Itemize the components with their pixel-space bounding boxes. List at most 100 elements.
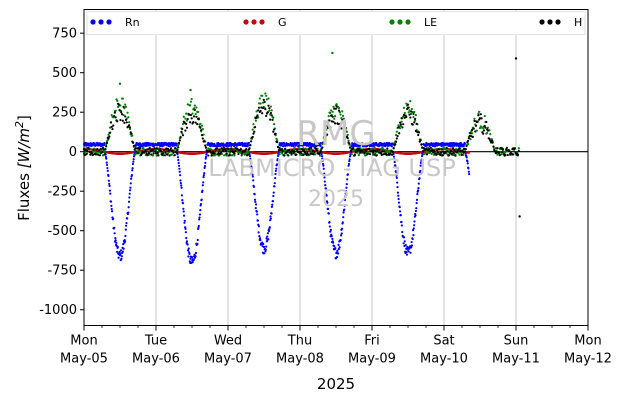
point-LE (402, 106, 406, 109)
point-H (130, 132, 133, 135)
point-H (341, 121, 345, 124)
point-Rn (132, 155, 136, 158)
point-LE (467, 143, 470, 146)
point-Rn (160, 141, 163, 145)
y-tick-label: 500 (52, 66, 77, 81)
point-H (406, 107, 409, 110)
point-Rn (395, 171, 398, 174)
point-H (162, 148, 166, 152)
point-LE (259, 102, 262, 105)
point-Rn (274, 172, 277, 176)
point-Rn (131, 167, 134, 170)
point-H (207, 154, 210, 157)
point-H (410, 110, 413, 113)
point-H (89, 153, 92, 156)
point-Rn (344, 195, 347, 198)
point-Rn (188, 252, 191, 255)
point-Rn (185, 236, 188, 240)
point-Rn (201, 189, 204, 192)
point-H (276, 141, 279, 144)
point-Rn (337, 252, 340, 255)
point-LE (326, 124, 329, 128)
point-Rn (339, 234, 343, 237)
point-Rn (418, 177, 421, 180)
point-H (354, 151, 357, 154)
point-H (312, 153, 315, 156)
y-tick-label: -500 (47, 224, 77, 239)
point-Rn (129, 182, 132, 185)
point-Rn (324, 184, 327, 187)
point-H (272, 130, 275, 133)
point-H (109, 121, 113, 124)
point-Rn (177, 164, 181, 167)
point-H (159, 150, 162, 153)
point-LE (194, 112, 197, 116)
point-H (147, 148, 150, 151)
x-tick-date: May-11 (492, 352, 540, 367)
point-H (440, 148, 444, 151)
point-H (451, 147, 455, 150)
point-Rn (132, 158, 135, 161)
point-Rn (201, 184, 204, 187)
point-LE (199, 122, 202, 125)
point-LE (330, 109, 333, 112)
point-Rn (414, 209, 418, 213)
point-H (474, 130, 477, 133)
point-Rn (275, 163, 279, 166)
point-Rn (180, 186, 183, 189)
point-Rn (265, 245, 268, 248)
point-Rn (187, 247, 190, 250)
point-LE (258, 97, 261, 100)
point-H (114, 116, 117, 119)
point-LE (333, 115, 337, 118)
point-LE (107, 133, 110, 136)
y-tick-label: 250 (52, 106, 77, 121)
point-H (139, 146, 142, 150)
point-Rn (463, 142, 466, 145)
point-LE (251, 128, 254, 131)
point-Rn (118, 250, 121, 253)
point-LE (267, 97, 270, 100)
point-LE (329, 111, 332, 115)
point-LE (325, 128, 328, 131)
point-Rn (340, 232, 343, 235)
point-LE (264, 92, 267, 95)
point-LE (297, 146, 300, 149)
point-LE (327, 114, 330, 118)
point-H (197, 118, 200, 121)
point-LE (265, 94, 268, 98)
point-H (290, 152, 293, 155)
point-Rn (274, 177, 277, 180)
point-Rn (107, 179, 110, 182)
point-H (272, 128, 276, 131)
point-Rn (203, 166, 206, 169)
point-Rn (392, 155, 396, 158)
x-tick-date: May-09 (348, 352, 396, 367)
point-H (323, 135, 326, 138)
point-LE (373, 146, 376, 149)
point-LE (110, 113, 113, 117)
x-tick-day: Mon (70, 334, 97, 349)
point-LE (483, 114, 486, 118)
point-Rn (344, 189, 348, 193)
point-H (409, 116, 412, 119)
point-H (413, 121, 416, 124)
point-H (267, 104, 270, 107)
point-Rn (176, 156, 180, 159)
point-H (185, 122, 188, 125)
outlier-LE (331, 51, 334, 55)
point-H (135, 150, 138, 153)
point-H (239, 147, 242, 150)
point-H (326, 126, 330, 130)
legend-marker (98, 19, 104, 25)
point-Rn (251, 175, 254, 178)
point-Rn (249, 159, 252, 163)
point-H (181, 134, 185, 137)
point-H (148, 146, 151, 150)
point-H (173, 154, 176, 157)
point-LE (128, 127, 132, 131)
point-Rn (338, 246, 341, 249)
point-H (256, 114, 259, 117)
point-Rn (343, 198, 347, 201)
